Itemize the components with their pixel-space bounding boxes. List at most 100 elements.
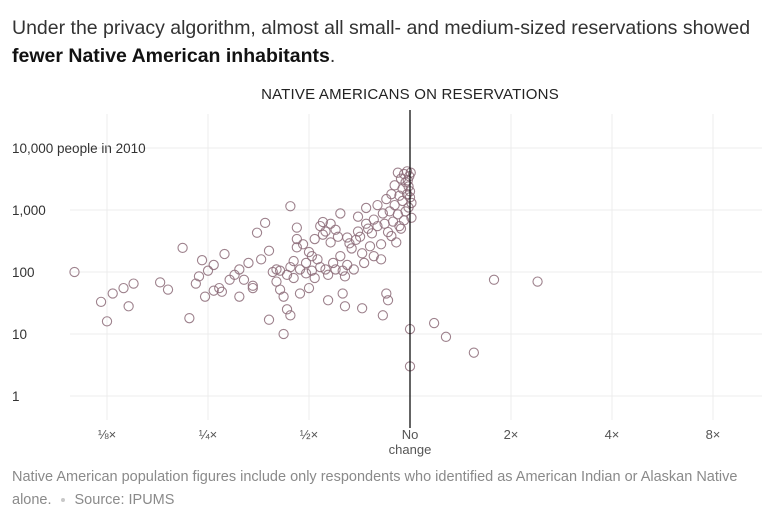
data-point [312, 254, 323, 265]
data-point [339, 301, 351, 312]
data-point [263, 314, 275, 325]
x-tick-label: ⅛× [98, 427, 116, 442]
data-point [101, 316, 113, 327]
data-point [382, 226, 394, 238]
y-tick-label: 10,000 people in 2010 [12, 141, 146, 156]
x-tick-label: 4× [605, 427, 620, 442]
data-point [356, 248, 368, 259]
data-point [234, 291, 245, 302]
data-point [306, 251, 318, 262]
footnote-note: Native American population figures inclu… [12, 469, 738, 508]
data-point [128, 278, 139, 289]
data-point [255, 254, 267, 265]
data-point [386, 230, 397, 242]
headline-end: . [329, 45, 336, 67]
data-point [285, 201, 296, 212]
data-point [405, 167, 416, 178]
data-point [381, 193, 392, 205]
data-point [291, 242, 303, 253]
separator-dot [60, 498, 65, 503]
data-point [320, 226, 331, 237]
data-point [356, 303, 368, 314]
data-point [267, 266, 278, 278]
data-point [366, 228, 378, 239]
data-point [208, 259, 219, 271]
data-point [352, 211, 364, 222]
headline-text: Under the privacy algorithm, almost all … [12, 17, 751, 39]
x-tick-label: ½× [300, 427, 318, 442]
data-point [327, 257, 339, 269]
data-point [368, 214, 379, 225]
data-point [348, 264, 359, 275]
data-point [263, 245, 275, 256]
data-point [306, 265, 318, 276]
x-tick-label: No [402, 427, 419, 442]
chart-title: NATIVE AMERICANS ON RESERVATIONS [261, 86, 559, 103]
data-point [315, 261, 326, 273]
data-point [281, 304, 293, 315]
data-point [184, 313, 195, 324]
data-point [199, 291, 211, 302]
data-point [372, 220, 383, 232]
data-point [193, 271, 205, 282]
data-point [285, 310, 296, 321]
x-tick-label: 8× [706, 427, 721, 442]
data-point [123, 301, 134, 312]
data-point [377, 208, 388, 219]
data-point [238, 274, 250, 285]
data-point [394, 190, 405, 201]
data-point [214, 282, 225, 294]
data-point [297, 239, 309, 250]
data-point [488, 274, 500, 285]
data-point [224, 274, 235, 285]
data-point [69, 266, 80, 278]
footnote-source: Source: IPUMS [74, 492, 175, 508]
data-point [330, 264, 341, 275]
x-tick-label: ¼× [199, 427, 217, 442]
data-point [251, 227, 263, 238]
data-point [322, 295, 334, 306]
data-point [274, 284, 286, 295]
data-point [381, 288, 392, 299]
data-point [339, 271, 351, 282]
data-point [342, 259, 353, 271]
data-point [325, 237, 336, 248]
data-point [196, 255, 208, 266]
data-point [532, 276, 543, 287]
data-point [154, 277, 166, 288]
data-point [247, 280, 258, 291]
data-point [291, 233, 303, 245]
data-point [285, 261, 296, 273]
data-point [216, 286, 228, 297]
data-point [317, 216, 329, 228]
data-point [389, 199, 400, 211]
data-point [259, 217, 271, 229]
data-point [344, 238, 355, 249]
data-point [372, 199, 383, 211]
data-point [190, 278, 202, 289]
data-point [317, 229, 329, 240]
x-tick-label: 2× [504, 427, 519, 442]
data-point [288, 272, 299, 284]
data-point [403, 181, 414, 192]
data-point [278, 291, 289, 302]
data-point [358, 257, 370, 269]
data-point [177, 242, 188, 254]
data-point [322, 269, 334, 280]
data-point [342, 232, 353, 243]
data-point [219, 248, 230, 260]
data-point [202, 265, 214, 276]
data-point [309, 272, 320, 284]
data-point [303, 282, 315, 294]
data-point [247, 282, 258, 294]
data-point [391, 237, 402, 248]
headline-emphasis: fewer Native American inhabitants [12, 45, 330, 67]
headline: Under the privacy algorithm, almost all … [12, 14, 752, 70]
data-point [278, 328, 289, 340]
data-point [377, 310, 388, 321]
data-point [288, 255, 299, 267]
data-point [208, 285, 219, 296]
data-point [162, 284, 174, 295]
data-point [428, 317, 440, 329]
y-tick-label: 1,000 [12, 203, 46, 218]
